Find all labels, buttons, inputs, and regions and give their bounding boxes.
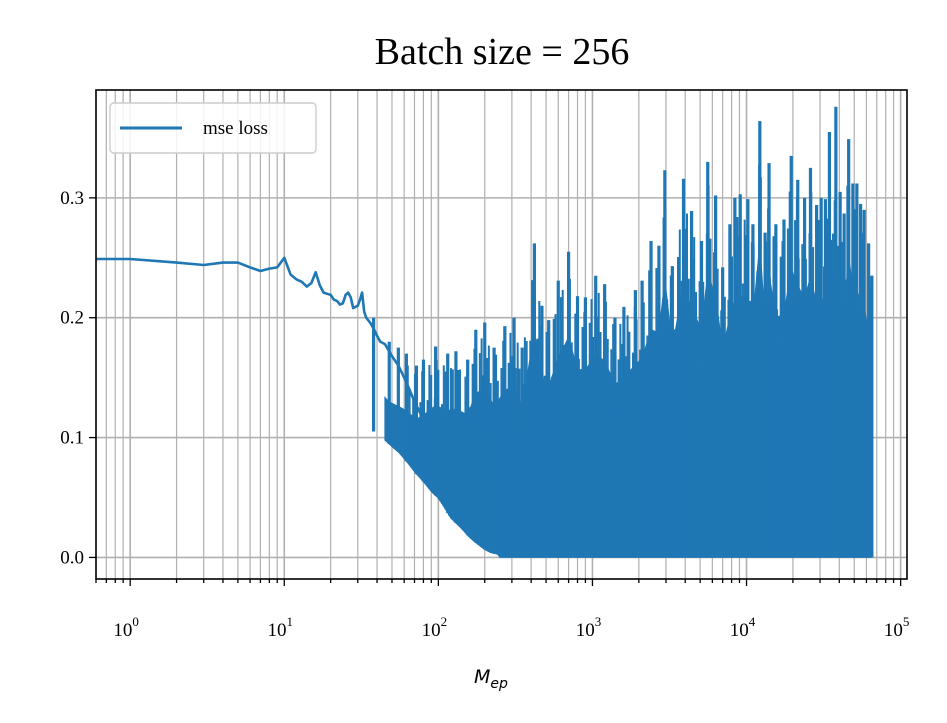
x-tick-label: 100 [113, 614, 139, 641]
x-tick-label: 101 [268, 614, 294, 641]
legend-box [109, 102, 317, 154]
chart-title: Batch size = 256 [375, 31, 630, 73]
y-tick-label: 0.1 [60, 428, 84, 449]
x-axis-label-subscript: ep [490, 676, 508, 692]
legend-label-mse-loss: mse loss [203, 118, 268, 139]
axis-ticks: 0.0 0.1 0.2 0.3 100 101 102 103 104 105 [60, 188, 909, 641]
x-tick-label: 102 [422, 614, 448, 641]
x-tick-label: 103 [576, 614, 602, 641]
plot-area-frame [95, 89, 908, 580]
x-axis-label: Mep [474, 666, 508, 692]
x-axis-label-base: M [474, 666, 490, 688]
y-tick-label: 0.3 [60, 188, 84, 209]
legend: mse loss [109, 102, 317, 154]
y-tick-label: 0.2 [60, 308, 84, 329]
y-tick-label: 0.0 [60, 547, 84, 568]
x-tick-label: 105 [884, 614, 910, 641]
x-tick-label: 104 [730, 614, 756, 641]
series-mse-loss [96, 106, 874, 558]
